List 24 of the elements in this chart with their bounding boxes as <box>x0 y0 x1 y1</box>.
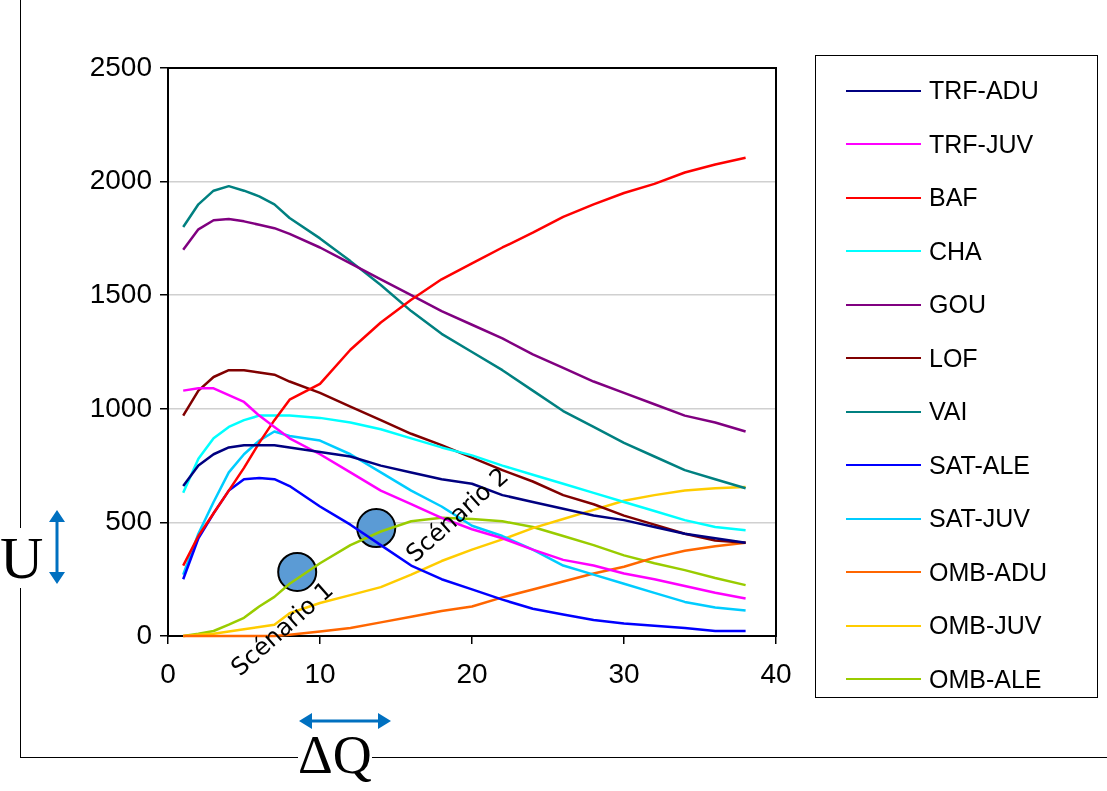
legend-label: TRF-JUV <box>929 129 1034 159</box>
legend-label: CHA <box>929 236 982 266</box>
x-tick-label: 30 <box>608 657 640 689</box>
x-tick-label: 0 <box>160 657 176 689</box>
legend-label: OMB-ADU <box>929 557 1048 587</box>
x-axis-title: ΔQ <box>298 725 372 785</box>
legend-label: OMB-JUV <box>929 611 1042 641</box>
y-tick-label: 2500 <box>89 50 152 82</box>
y-tick-label: 1500 <box>89 277 152 309</box>
legend-label: GOU <box>929 290 986 320</box>
y-tick-label: 500 <box>105 505 152 537</box>
y-axis-title: U <box>0 525 44 591</box>
x-tick-label: 20 <box>456 657 488 689</box>
legend-label: SAT-ALE <box>929 450 1030 480</box>
y-tick-label: 1000 <box>89 391 152 423</box>
legend-label: TRF-ADU <box>929 76 1039 106</box>
legend-label: VAI <box>929 397 968 427</box>
x-tick-label: 40 <box>760 657 792 689</box>
legend-label: BAF <box>929 183 978 213</box>
y-tick-label: 2000 <box>89 164 152 196</box>
legend-label: LOF <box>929 343 978 373</box>
y-tick-label: 0 <box>136 618 152 650</box>
legend-label: OMB-ALE <box>929 664 1042 694</box>
legend-label: SAT-JUV <box>929 504 1030 534</box>
